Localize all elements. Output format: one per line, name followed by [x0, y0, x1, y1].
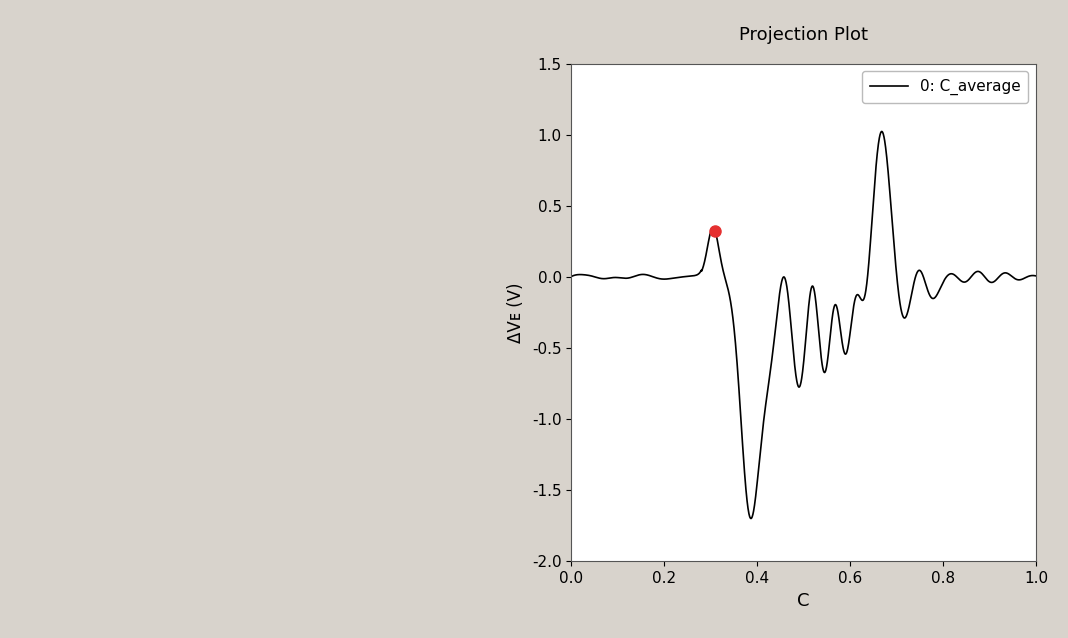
0: C_average: (1, 0.00821): C_average: (1, 0.00821) — [1030, 272, 1042, 279]
0: C_average: (0.668, 1.02): C_average: (0.668, 1.02) — [876, 128, 889, 135]
0: C_average: (0.788, -0.116): C_average: (0.788, -0.116) — [931, 290, 944, 297]
0: C_average: (0, 0.0045): C_average: (0, 0.0045) — [565, 272, 578, 280]
0: C_average: (0.387, -1.7): C_average: (0.387, -1.7) — [744, 515, 757, 523]
0: C_average: (0.051, 0.000648): C_average: (0.051, 0.000648) — [588, 273, 601, 281]
Text: Projection Plot: Projection Plot — [739, 26, 868, 43]
Y-axis label: ΔVᴇ (V): ΔVᴇ (V) — [507, 283, 525, 343]
0: C_average: (0.972, -0.0128): C_average: (0.972, -0.0128) — [1017, 275, 1030, 283]
Line: 0: C_average: 0: C_average — [571, 131, 1036, 519]
X-axis label: C: C — [798, 591, 810, 610]
Legend: 0: C_average: 0: C_average — [862, 71, 1028, 103]
0: C_average: (0.46, -0.0132): C_average: (0.46, -0.0132) — [779, 275, 791, 283]
0: C_average: (0.487, -0.754): C_average: (0.487, -0.754) — [791, 380, 804, 388]
0: C_average: (0.971, -0.0135): C_average: (0.971, -0.0135) — [1017, 275, 1030, 283]
